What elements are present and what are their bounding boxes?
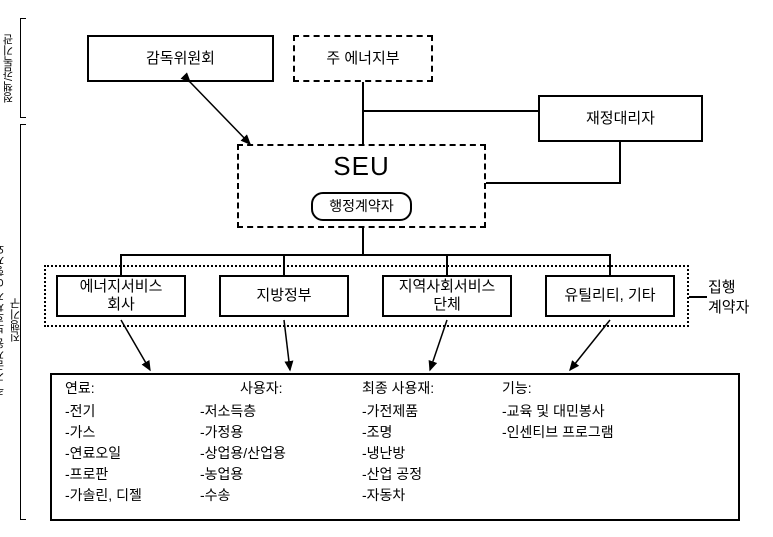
- node-child-3: 유틸리티, 기타: [545, 275, 675, 317]
- seu-subbox: 행정계약자: [311, 192, 411, 221]
- bracket-top: [20, 18, 26, 118]
- detail-col-3: 기능: -교육 및 대민봉사 -인센티브 프로그램: [502, 378, 732, 443]
- node-seu: SEU 행정계약자: [237, 144, 486, 228]
- node-label: 에너지서비스 회사: [80, 278, 163, 314]
- node-label: 재정대리자: [586, 110, 655, 128]
- col-item: -자동차: [362, 485, 502, 506]
- connector: [362, 110, 538, 112]
- col-item: -인센티브 프로그램: [502, 422, 732, 443]
- node-label: 감독위원회: [146, 50, 215, 68]
- node-child-1: 지방정부: [219, 275, 349, 317]
- node-energy-dept: 주 에너지부: [293, 35, 433, 82]
- exec-contractor-label: 집행 계약자: [708, 278, 749, 317]
- node-child-2: 지역사회서비스 단체: [382, 275, 512, 317]
- col-item: -가솔린, 디젤: [65, 485, 215, 506]
- col-item: -상업용/산업용: [200, 443, 360, 464]
- connector: [362, 228, 364, 254]
- col-header: 사용자:: [200, 378, 360, 399]
- node-child-0: 에너지서비스 회사: [56, 275, 186, 317]
- seu-title: SEU: [333, 151, 389, 182]
- seu-sub-label: 행정계약자: [329, 198, 393, 214]
- node-label: 지역사회서비스 단체: [399, 278, 496, 314]
- side-label-bottom: 주 기금지원 보호체계 이행자와 진행기구: [0, 130, 24, 510]
- col-item: -냉난방: [362, 443, 502, 464]
- detail-col-2: 최종 사용재: -가전제품 -조명 -냉난방 -산업 공정 -자동차: [362, 378, 502, 506]
- detail-col-0: 연료: -전기 -가스 -연료오일 -프로판 -가솔린, 디젤: [65, 378, 215, 506]
- connector: [120, 254, 610, 256]
- col-item: -저소득층: [200, 401, 360, 422]
- col-item: -연료오일: [65, 443, 215, 464]
- node-fiscal-agent: 재정대리자: [538, 95, 703, 142]
- detail-col-1: 사용자: -저소득층 -가정용 -상업용/산업용 -농업용 -수송: [200, 378, 360, 506]
- col-item: -가정용: [200, 422, 360, 443]
- node-supervisory: 감독위원회: [87, 35, 274, 82]
- node-label: 지방정부: [256, 287, 311, 305]
- col-item: -가전제품: [362, 401, 502, 422]
- col-item: -농업용: [200, 464, 360, 485]
- col-item: -가스: [65, 422, 215, 443]
- col-item: -프로판: [65, 464, 215, 485]
- col-item: -산업 공정: [362, 464, 502, 485]
- node-label: 유틸리티, 기타: [564, 287, 655, 305]
- connector: [689, 296, 707, 298]
- col-header: 기능:: [502, 378, 732, 399]
- side-label-top: 정책/감독기관: [1, 18, 17, 118]
- col-header: 최종 사용재:: [362, 378, 502, 399]
- col-item: -교육 및 대민봉사: [502, 401, 732, 422]
- col-item: -전기: [65, 401, 215, 422]
- connector: [362, 82, 364, 144]
- node-label: 주 에너지부: [326, 50, 399, 68]
- col-item: -조명: [362, 422, 502, 443]
- connector: [619, 142, 621, 182]
- col-header: 연료:: [65, 378, 215, 399]
- connector: [486, 182, 621, 184]
- col-item: -수송: [200, 485, 360, 506]
